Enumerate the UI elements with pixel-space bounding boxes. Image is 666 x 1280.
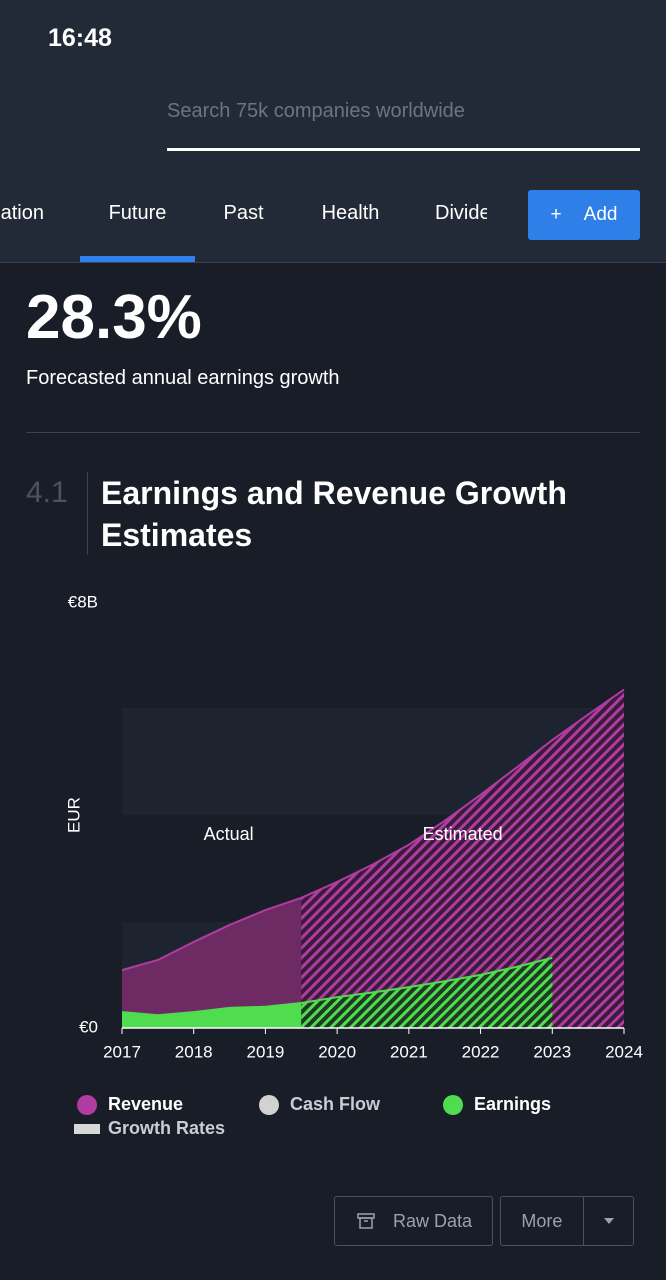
divider bbox=[26, 432, 640, 433]
search-underline bbox=[167, 148, 640, 151]
caret-icon[interactable] bbox=[584, 1211, 633, 1231]
y-tick-label: €8B bbox=[68, 592, 98, 611]
actual-area bbox=[122, 1003, 302, 1028]
x-tick-label: 2018 bbox=[175, 1042, 213, 1061]
legend-label: Cash Flow bbox=[290, 1094, 381, 1114]
archive-icon bbox=[357, 1213, 375, 1229]
legend-swatch bbox=[259, 1095, 279, 1115]
actual-area bbox=[122, 897, 302, 1028]
search-input[interactable]: Search 75k companies worldwide bbox=[167, 100, 465, 122]
x-tick-label: 2020 bbox=[318, 1042, 356, 1061]
tab-bar: Valuation Future Past Health Dividends bbox=[0, 190, 487, 262]
x-tick-label: 2021 bbox=[390, 1042, 428, 1061]
x-tick-label: 2019 bbox=[247, 1042, 285, 1061]
section-title: Earnings and Revenue Growth Estimates bbox=[101, 475, 567, 553]
raw-data-label: Raw Data bbox=[393, 1210, 473, 1231]
tab[interactable]: Dividends bbox=[435, 202, 487, 224]
legend-label: Revenue bbox=[108, 1094, 183, 1114]
legend-swatch bbox=[443, 1095, 463, 1115]
estimated-label: Estimated bbox=[423, 824, 503, 844]
tab[interactable]: Valuation bbox=[0, 202, 44, 224]
tab[interactable]: Health bbox=[321, 202, 380, 224]
tab[interactable]: Past bbox=[223, 202, 264, 224]
raw-data-button[interactable]: Raw Data bbox=[334, 1196, 493, 1246]
x-tick-label: 2023 bbox=[533, 1042, 571, 1061]
estimated-area bbox=[301, 689, 624, 1028]
y-tick-label: €0 bbox=[79, 1017, 98, 1036]
y-axis-label: EUR bbox=[64, 797, 83, 833]
more-label: More bbox=[501, 1197, 584, 1245]
legend-swatch bbox=[77, 1095, 97, 1115]
legend-swatch bbox=[74, 1124, 100, 1134]
divider bbox=[87, 472, 88, 555]
legend-label: Earnings bbox=[474, 1094, 551, 1114]
status-time: 16:48 bbox=[48, 24, 112, 52]
x-tick-label: 2022 bbox=[462, 1042, 500, 1061]
x-tick-label: 2024 bbox=[605, 1042, 643, 1061]
series-line bbox=[121, 688, 625, 972]
plus-icon: + bbox=[550, 204, 562, 225]
estimated-area bbox=[301, 957, 553, 1028]
headline-value: 28.3% bbox=[26, 283, 202, 352]
legend-label: Growth Rates bbox=[108, 1118, 225, 1138]
series-line bbox=[121, 956, 553, 1017]
section-number: 4.1 bbox=[26, 476, 68, 509]
add-label: Add bbox=[583, 204, 618, 225]
x-tick-label: 2017 bbox=[103, 1042, 141, 1061]
actual-label: Actual bbox=[204, 824, 254, 844]
add-button[interactable]: + Add bbox=[528, 190, 640, 240]
tab[interactable]: Future bbox=[108, 202, 167, 224]
headline-caption: Forecasted annual earnings growth bbox=[26, 367, 340, 389]
tab-underline bbox=[80, 256, 195, 262]
more-button[interactable]: More bbox=[500, 1196, 634, 1246]
